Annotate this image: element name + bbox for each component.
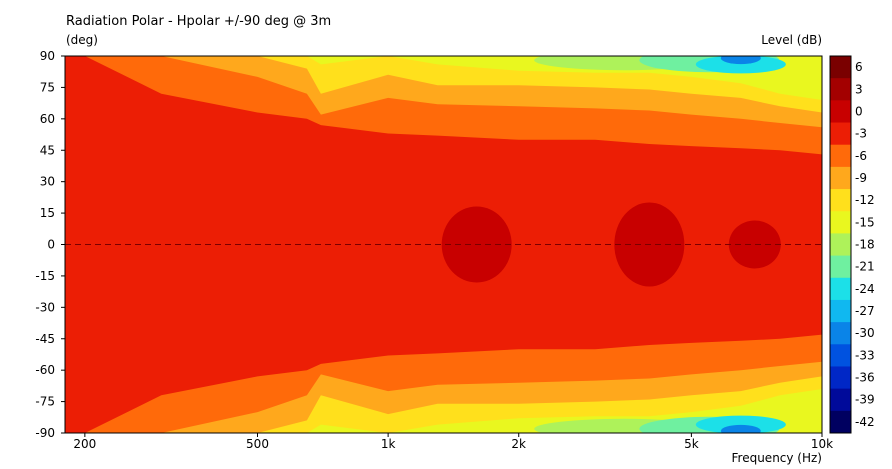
- colorbar-tick-label: -12: [855, 193, 875, 207]
- x-tick-label: 200: [73, 437, 96, 451]
- y-tick-label: 90: [40, 49, 55, 63]
- colorbar-tick-label: -36: [855, 371, 875, 385]
- colorbar-tick-label: 6: [855, 60, 863, 74]
- x-tick-label: 2k: [511, 437, 526, 451]
- colorbar-swatch: [830, 366, 851, 390]
- colorbar-swatch: [830, 100, 851, 124]
- colorbar-tick-label: 0: [855, 104, 863, 118]
- contour-patch--24db: [695, 415, 786, 433]
- colorbar-label: Level (dB): [761, 33, 822, 47]
- colorbar-swatch: [830, 255, 851, 279]
- colorbar-swatch: [830, 166, 851, 190]
- colorbar-swatch: [830, 56, 851, 79]
- contour-peak-0db: [728, 220, 781, 269]
- x-tick-label: 500: [246, 437, 269, 451]
- colorbar-swatch: [830, 299, 851, 323]
- colorbar-swatch: [830, 122, 851, 146]
- y-axis-label: (deg): [66, 33, 98, 47]
- y-tick-label: 0: [47, 238, 55, 252]
- y-axis-ticks: 90 75 60 45 30 15 0 -15 -30 -45 -60 -75 -90: [35, 49, 65, 440]
- contour-patch--30db: [720, 56, 761, 65]
- colorbar-tick-label: -21: [855, 260, 875, 274]
- colorbar-tick-label: -39: [855, 393, 875, 407]
- contour-patch--24db: [695, 56, 786, 74]
- colorbar-swatch: [830, 277, 851, 301]
- colorbar-tick-label: -6: [855, 149, 867, 163]
- x-axis-label: Frequency (Hz): [732, 451, 823, 465]
- x-tick-label: 1k: [381, 437, 396, 451]
- x-tick-label: 5k: [684, 437, 699, 451]
- colorbar-tick-label: -42: [855, 415, 875, 429]
- colorbar-swatch: [830, 189, 851, 212]
- colorbar-tick-label: -9: [855, 171, 867, 185]
- y-tick-label: -30: [35, 300, 55, 314]
- y-tick-label: 60: [40, 112, 55, 126]
- colorbar-swatch: [830, 78, 851, 101]
- colorbar-tick-label: 3: [855, 82, 863, 96]
- colorbar-swatch: [830, 344, 851, 367]
- y-tick-label: -15: [35, 269, 55, 283]
- colorbar-swatch: [830, 322, 851, 345]
- colorbar-tick-label: -33: [855, 348, 875, 362]
- y-tick-label: -60: [35, 363, 55, 377]
- chart-title: Radiation Polar - Hpolar +/-90 deg @ 3m: [66, 14, 331, 29]
- x-tick-label: 10k: [811, 437, 833, 451]
- colorbar-tick-label: -30: [855, 326, 875, 340]
- y-tick-label: -45: [35, 332, 55, 346]
- colorbar-tick-label: -3: [855, 127, 867, 141]
- colorbar-tick-label: -15: [855, 215, 875, 229]
- y-tick-label: -90: [35, 426, 55, 440]
- colorbar-swatch: [830, 233, 851, 257]
- colorbar: 6 3 0 -3 -6 -9 -12 -15 -18 -21 -24 -27 -30 -33 -36 -39 -…: [829, 55, 875, 434]
- colorbar-tick-label: -18: [855, 238, 875, 252]
- colorbar-swatch: [830, 211, 851, 234]
- y-tick-label: 45: [40, 143, 55, 157]
- y-tick-label: 15: [40, 206, 55, 220]
- colorbar-swatch: [830, 144, 851, 168]
- contour-patch--30db: [720, 424, 761, 433]
- y-tick-label: 30: [40, 175, 55, 189]
- colorbar-tick-label: -24: [855, 282, 875, 296]
- colorbar-swatch: [830, 388, 851, 412]
- colorbar-frame: [829, 55, 852, 434]
- y-tick-label: 75: [40, 80, 55, 94]
- colorbar-swatch: [830, 410, 851, 434]
- heatmap-plot-area: [65, 56, 822, 433]
- x-axis-ticks: 200 500 1k 2k 5k 10k: [73, 433, 833, 451]
- y-tick-label: -75: [35, 395, 55, 409]
- colorbar-tick-label: -27: [855, 304, 875, 318]
